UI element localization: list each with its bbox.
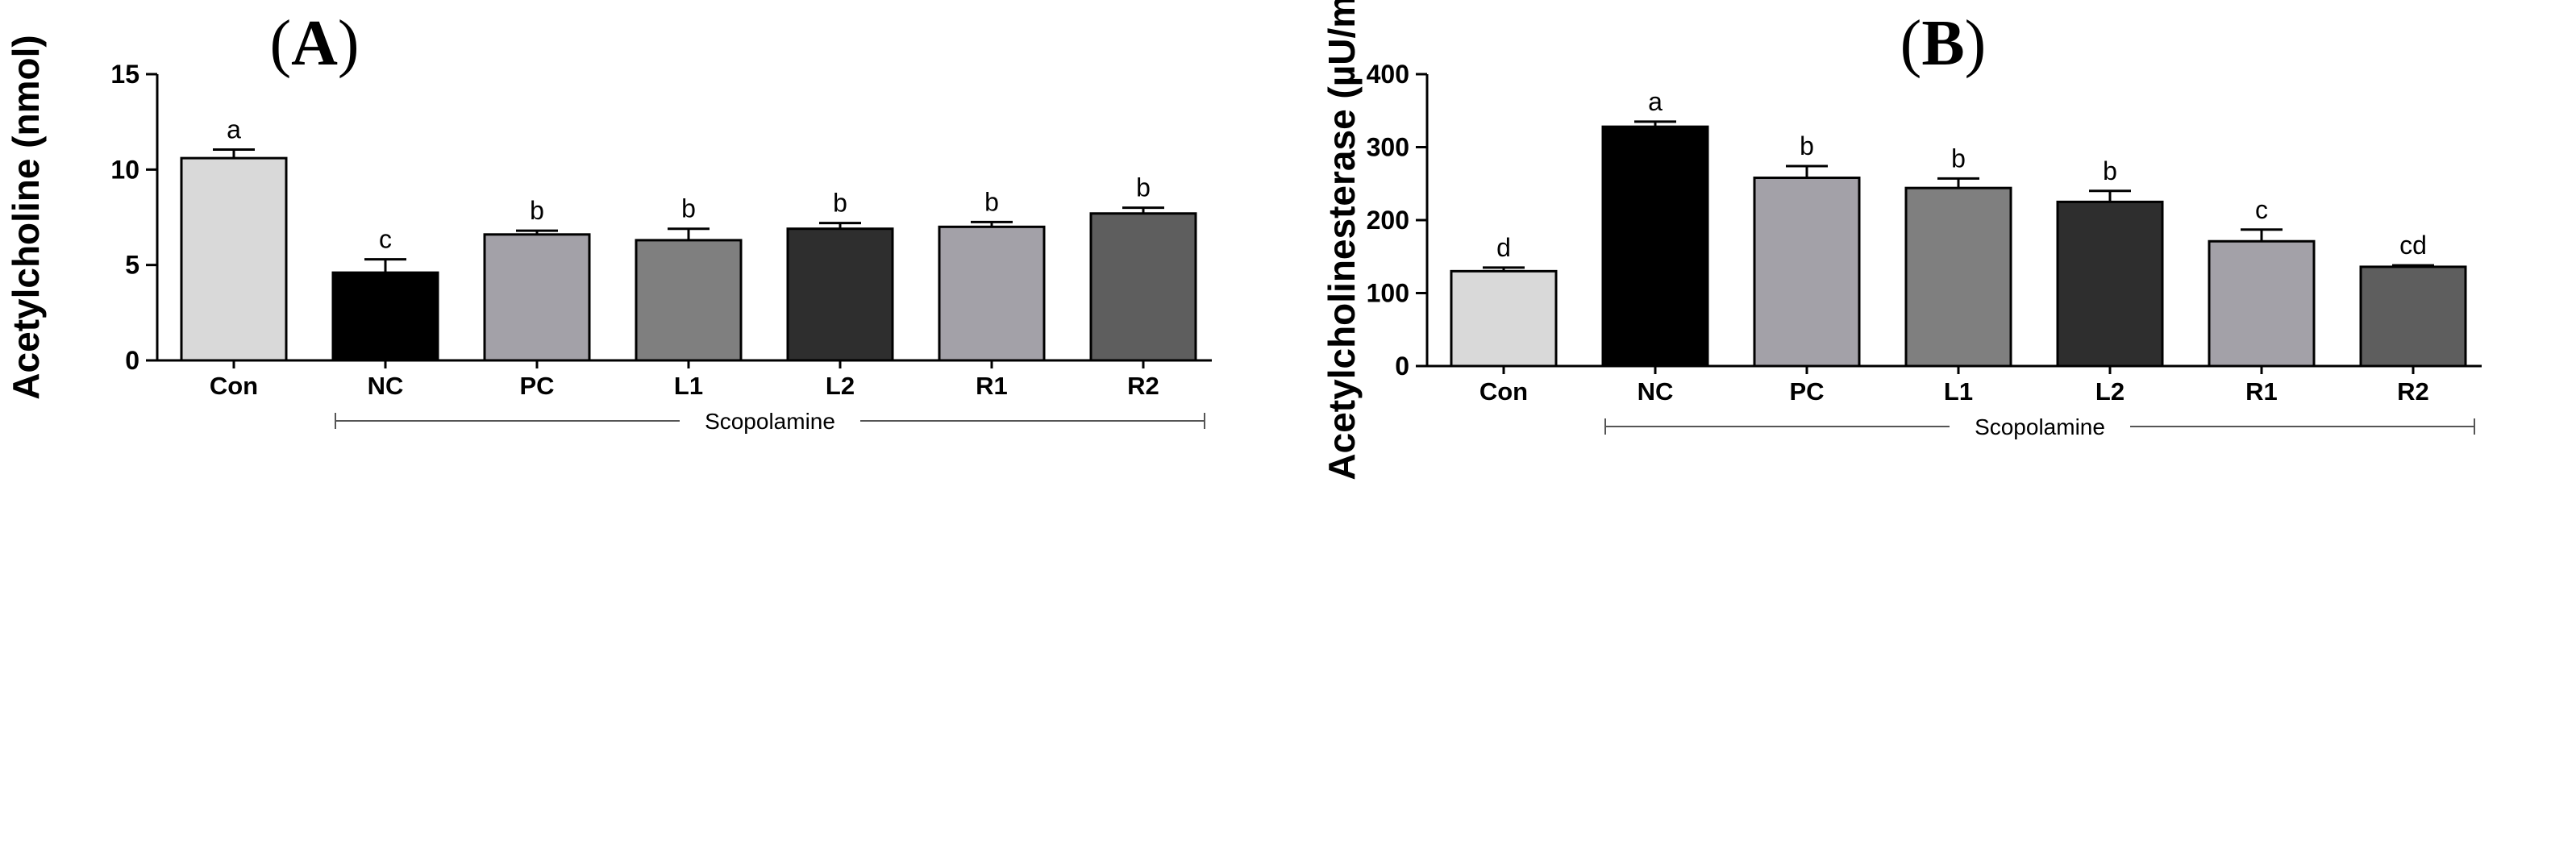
significance-label: b xyxy=(1800,131,1814,160)
y-tick-label: 0 xyxy=(1395,352,1409,381)
x-tick-label: R1 xyxy=(976,372,1008,400)
bar xyxy=(1089,212,1197,362)
x-tick-label: R2 xyxy=(1127,372,1159,400)
x-tick-label: NC xyxy=(368,372,404,400)
significance-label: cd xyxy=(2399,231,2427,260)
x-tick-label: R2 xyxy=(2397,377,2429,406)
panel-title-close-paren: ) xyxy=(338,8,360,79)
group-bracket-label: Scopolamine xyxy=(1975,414,2105,439)
significance-label: c xyxy=(379,225,392,254)
significance-label: b xyxy=(833,189,847,218)
y-tick-label: 200 xyxy=(1367,206,1409,235)
x-tick-label: PC xyxy=(519,372,554,400)
bar xyxy=(1450,269,1558,368)
bar xyxy=(1601,125,1709,368)
y-tick-label: 5 xyxy=(125,251,139,280)
y-axis-title: Acetylcholinesterase (µU/mL) xyxy=(1321,0,1363,481)
significance-label: a xyxy=(1648,87,1663,116)
significance-label: b xyxy=(1136,173,1151,202)
y-tick-label: 300 xyxy=(1367,133,1409,162)
panel-title-open-paren: ( xyxy=(269,8,291,79)
bar xyxy=(635,239,743,362)
chart-b: (B) Acetylcholinesterase (µU/mL) 0 100 200 30… xyxy=(1321,0,2482,481)
x-tick-label: Con xyxy=(210,372,258,400)
bar xyxy=(2359,265,2467,368)
bar xyxy=(938,225,1046,362)
bar xyxy=(786,227,894,362)
x-tick-label: PC xyxy=(1789,377,1824,406)
bar xyxy=(1904,186,2012,368)
x-tick-label: NC xyxy=(1638,377,1674,406)
chart-a: (A) Acetylcholine (nmol) 0 5 10 15 a Con c NC b PC b… xyxy=(5,8,1212,434)
panel-title-open-paren: ( xyxy=(1900,8,1922,79)
bar xyxy=(2056,200,2164,368)
y-tick-label: 10 xyxy=(110,155,139,184)
x-tick-label: Con xyxy=(1479,377,1528,406)
panel-title: (A) xyxy=(269,8,359,79)
group-bracket-label: Scopolamine xyxy=(705,409,835,434)
significance-label: b xyxy=(1951,144,1966,173)
significance-label: b xyxy=(2103,156,2117,185)
panel-title-close-paren: ) xyxy=(1965,8,1987,79)
y-tick-label: 100 xyxy=(1367,279,1409,308)
y-axis-title: Acetylcholine (nmol) xyxy=(5,35,47,399)
panel-title: (B) xyxy=(1900,8,1987,79)
y-tick-label: 15 xyxy=(110,60,139,89)
panel-title-letter: B xyxy=(1921,8,1964,79)
y-tick-label: 400 xyxy=(1367,60,1409,89)
y-tick-label: 0 xyxy=(125,346,139,375)
bar xyxy=(1753,177,1861,368)
x-tick-label: L2 xyxy=(826,372,855,400)
x-tick-label: L2 xyxy=(2095,377,2124,406)
bar xyxy=(331,271,439,362)
significance-label: d xyxy=(1496,233,1511,262)
significance-label: c xyxy=(2255,195,2268,224)
bar xyxy=(180,156,288,362)
x-tick-label: R1 xyxy=(2245,377,2278,406)
significance-label: b xyxy=(530,196,544,225)
bar xyxy=(2208,239,2316,368)
x-tick-label: L1 xyxy=(1944,377,1973,406)
significance-label: b xyxy=(681,194,696,223)
x-tick-label: L1 xyxy=(674,372,703,400)
significance-label: b xyxy=(984,187,999,216)
bar xyxy=(483,233,591,362)
panel-title-letter: A xyxy=(291,8,338,79)
significance-label: a xyxy=(227,114,241,144)
